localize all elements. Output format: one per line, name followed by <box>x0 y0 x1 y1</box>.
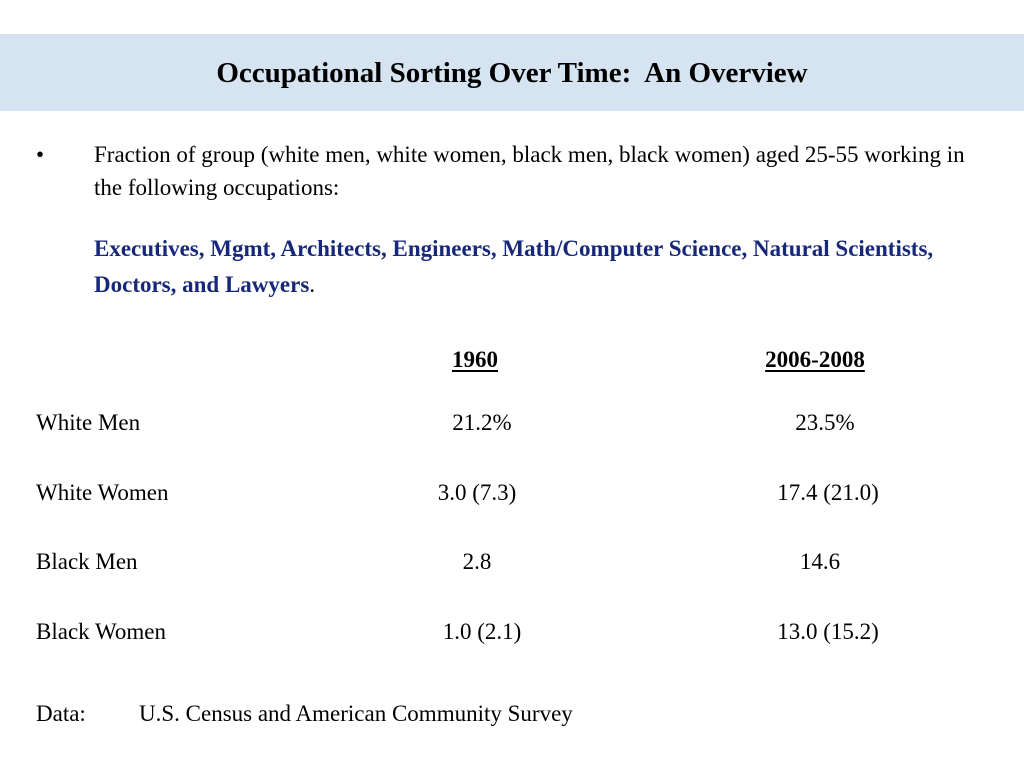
title-band: Occupational Sorting Over Time: An Overv… <box>0 34 1024 111</box>
occupation-list-text: Executives, Mgmt, Architects, Engineers,… <box>94 236 934 297</box>
occupation-list-period: . <box>309 272 316 297</box>
cell-black-men-1960: 2.8 <box>462 549 492 574</box>
cell-black-women-1960: 1.0 (2.1) <box>442 619 522 644</box>
data-source: Data: U.S. Census and American Community … <box>36 701 573 727</box>
column-header-2006-2008: 2006-2008 <box>765 347 865 372</box>
row-label-white-women: White Women <box>36 480 169 505</box>
intro-text: Fraction of group (white men, white wome… <box>94 142 965 200</box>
bullet-icon: • <box>36 142 45 167</box>
cell-black-women-2006-2008: 13.0 (15.2) <box>777 619 879 644</box>
cell-white-men-1960: 21.2% <box>452 410 512 435</box>
row-label-white-men: White Men <box>36 410 141 435</box>
slide-title: Occupational Sorting Over Time: An Overv… <box>216 57 808 89</box>
cell-black-men-2006-2008: 14.6 <box>799 549 841 574</box>
occupation-list: Executives, Mgmt, Architects, Engineers,… <box>94 231 974 303</box>
cell-white-women-1960: 3.0 (7.3) <box>437 480 517 505</box>
cell-white-men-2006-2008: 23.5% <box>795 410 855 435</box>
row-label-black-women: Black Women <box>36 619 166 644</box>
source-text: U.S. Census and American Community Surve… <box>139 701 573 726</box>
column-header-1960: 1960 <box>452 347 498 372</box>
cell-white-women-2006-2008: 17.4 (21.0) <box>777 480 879 505</box>
source-label: Data: <box>36 701 86 726</box>
row-label-black-men: Black Men <box>36 549 138 574</box>
